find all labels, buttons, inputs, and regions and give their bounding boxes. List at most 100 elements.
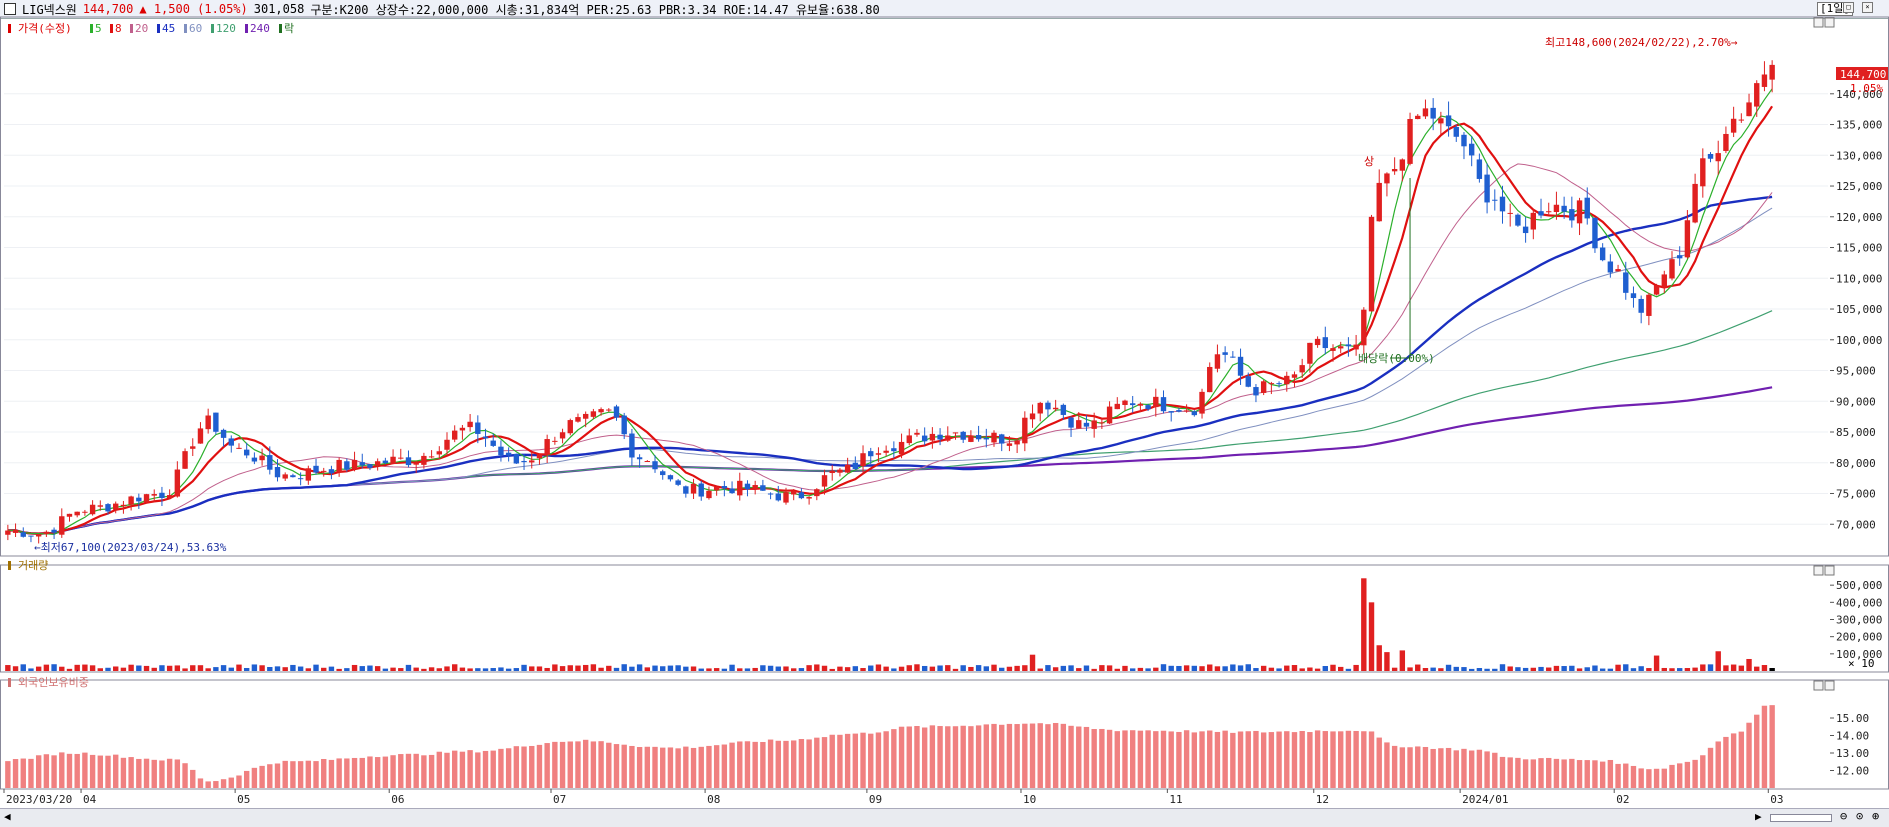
volume-bar [713,668,720,671]
candle [1137,402,1144,412]
foreign-bar [297,761,304,788]
volume-bar [706,668,712,671]
header-checkbox[interactable] [4,3,16,15]
scroll-left-icon[interactable]: ◀ [4,810,11,823]
candle-body [1553,204,1560,212]
volume-bar [1630,668,1637,671]
foreign-bar [868,733,874,788]
volume-bar [590,664,597,671]
foreign-bar [729,742,735,788]
candle [1006,436,1013,452]
foreign-bar [999,724,1005,788]
x-tick-label: 09 [869,793,882,806]
foreign-bar [267,764,273,788]
volume-bar [20,664,26,671]
candle [1253,384,1259,403]
zoom-in-icon[interactable]: ⊕ [1872,809,1880,823]
candle-body [1168,411,1174,413]
x-tick-label: 03 [1770,793,1783,806]
ma-legend-swatch [157,24,160,33]
candle [1615,264,1621,272]
candle [1515,213,1521,227]
candle [806,496,812,505]
foreign-bar [1453,750,1459,788]
candle-body [1584,197,1590,219]
stock-name[interactable]: LIG넥스원 [22,2,77,17]
candle-body [105,504,111,512]
volume-bar [1738,665,1745,671]
candle [1122,399,1128,411]
candle [559,428,566,444]
candle-body [1407,119,1413,164]
scroll-thumb[interactable] [1770,814,1832,822]
candle [698,480,704,501]
candle-body [891,448,897,452]
candle-body [1546,211,1552,213]
price-tick-label: 120,000 [1836,211,1882,224]
foreign-bar [1361,731,1367,788]
volume-bar [1669,668,1675,671]
volume-bar [1368,602,1375,671]
candle [1368,214,1375,312]
candle-body [305,468,312,481]
candle-body [636,457,643,460]
candle [1715,140,1721,175]
volume-tick-label: 400,000 [1836,596,1882,609]
candle [999,433,1005,452]
close-icon[interactable]: × [1862,2,1873,13]
candle-body [382,460,389,464]
candle-body [567,420,573,434]
candle [1422,99,1429,119]
candle [436,446,442,459]
candle-body [251,457,258,462]
price-tick-label: 90,000 [1836,395,1876,408]
volume-bar [1461,667,1467,671]
foreign-bar [1322,731,1328,788]
foreign-bar [166,758,173,788]
candle-body [1638,298,1644,313]
volume-bar [837,666,843,671]
foreign-bar [1037,723,1043,788]
foreign-bar [652,746,658,788]
foreign-bar [1738,731,1745,788]
horizontal-scrollbar[interactable]: ◀ ▶ ⊖ ⊙ ⊕ [0,808,1889,827]
annotation-low: ←최저67,100(2023/03/24),53.63% [34,541,227,554]
candle-body [274,466,281,478]
zoom-reset-icon[interactable]: ⊙ [1856,809,1864,823]
volume-bar [328,666,335,671]
stock-chart[interactable]: 70,000 75,000 80,000 85,000 90,000 95,000 100,… [0,0,1889,808]
foreign-bar [1599,761,1606,788]
candle [359,453,365,469]
candle-body [1484,174,1490,203]
foreign-bar [321,758,327,788]
volume-bar [1076,668,1082,671]
volume-bar [1692,667,1698,671]
scroll-right-icon[interactable]: ▶ [1755,810,1762,823]
volume-bar [1507,666,1513,671]
candle [1245,372,1251,388]
candle-body [1499,196,1506,212]
candle-body [1106,406,1113,424]
ma-legend-swatch [245,24,248,33]
candle [1569,196,1575,228]
volume-bar [1438,668,1444,671]
volume-bar [1407,667,1413,671]
foreign-bar [1122,730,1128,788]
minimize-icon[interactable]: □ [1843,2,1854,13]
zoom-out-icon[interactable]: ⊖ [1840,809,1848,823]
pane-close-icon [1824,680,1835,691]
foreign-bar [644,746,651,788]
candle-body [1284,375,1290,385]
foreign-bar [860,732,866,788]
volume-bar [1515,667,1521,671]
candle [1430,98,1436,131]
volume-bar [1707,664,1714,671]
volume-bar [452,664,458,671]
candle [243,442,250,459]
volume-bar [1160,664,1167,671]
foreign-bar [837,734,843,788]
foreign-bar [213,781,219,788]
volume-bar [1068,665,1074,671]
candle-body [89,504,96,515]
candle [1476,153,1483,183]
